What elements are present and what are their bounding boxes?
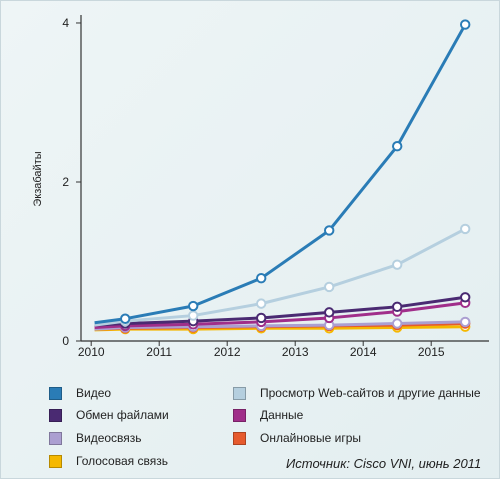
legend-label-file-sharing: Обмен файлами [76, 408, 169, 422]
series-line-видео [94, 23, 467, 325]
legend-label-web-browsing: Просмотр Web-сайтов и другие данные [260, 386, 481, 400]
data-point-видео [324, 225, 335, 236]
data-point-просмотр-web-сайтов-и-другие-данные [392, 259, 403, 270]
plot-area: 0 2 4 2010 2011 2012 2013 2014 2015 [62, 15, 489, 359]
data-point-обмен-файлами [256, 312, 267, 324]
data-point-видео [256, 272, 267, 284]
legend-label-online-gaming: Онлайновые игры [260, 431, 362, 445]
data-point-обмен-файлами [324, 307, 335, 318]
x-tick-label: 2013 [282, 345, 309, 359]
x-tick-label: 2012 [214, 345, 241, 359]
y-tick-label: 4 [62, 16, 69, 30]
source-note: Источник: Cisco VNI, июнь 2011 [286, 456, 482, 471]
legend-item-web-browsing: Просмотр Web-сайтов и другие данные [233, 386, 481, 400]
y-tick-label: 2 [62, 175, 69, 189]
y-tick-label: 0 [62, 334, 69, 348]
data-point-обмен-файлами [460, 292, 471, 303]
x-tick-label: 2014 [350, 345, 377, 359]
data-point-видео [460, 19, 471, 30]
legend-item-online-gaming: Онлайновые игры [233, 431, 361, 445]
legend-item-video-communication: Видеосвязь [49, 431, 142, 445]
legend-item-voice: Голосовая связь [49, 454, 168, 468]
legend-swatch-online-gaming [233, 431, 246, 445]
legend-item-data: Данные [233, 408, 303, 422]
legend-swatch-data [233, 408, 246, 422]
x-tick-label: 2011 [146, 345, 172, 359]
legend-label-voice: Голосовая связь [76, 454, 168, 468]
data-point-видеосвязь [460, 316, 471, 328]
data-point-видеосвязь [392, 318, 403, 329]
legend-item-file-sharing: Обмен файлами [49, 408, 169, 422]
legend-swatch-web-browsing [233, 386, 246, 400]
legend-swatch-file-sharing [49, 408, 62, 422]
data-point-просмотр-web-сайтов-и-другие-данные [256, 298, 267, 309]
x-tick-label: 2015 [418, 345, 445, 359]
legend-swatch-voice [49, 454, 62, 468]
legend-label-video-communication: Видеосвязь [76, 431, 142, 445]
data-point-просмотр-web-сайтов-и-другие-данные [460, 223, 471, 235]
data-point-просмотр-web-сайтов-и-другие-данные [188, 310, 199, 321]
data-point-просмотр-web-сайтов-и-другие-данные [324, 281, 335, 293]
legend-swatch-video-communication [49, 431, 62, 445]
data-point-видео [188, 300, 199, 312]
data-point-видео [392, 141, 403, 152]
legend-label-data: Данные [260, 408, 304, 422]
legend-item-video: Видео [49, 386, 111, 400]
legend-label-video: Видео [76, 386, 112, 400]
chart-svg: Экзабайты 0 2 4 2010 2011 2012 2013 2014 2015 [32, 15, 489, 359]
data-point-видео [120, 313, 131, 324]
y-axis-label: Экзабайты [32, 151, 44, 206]
legend-swatch-video [49, 386, 62, 400]
data-point-обмен-файлами [392, 301, 403, 313]
x-tick-label: 2010 [78, 345, 105, 359]
